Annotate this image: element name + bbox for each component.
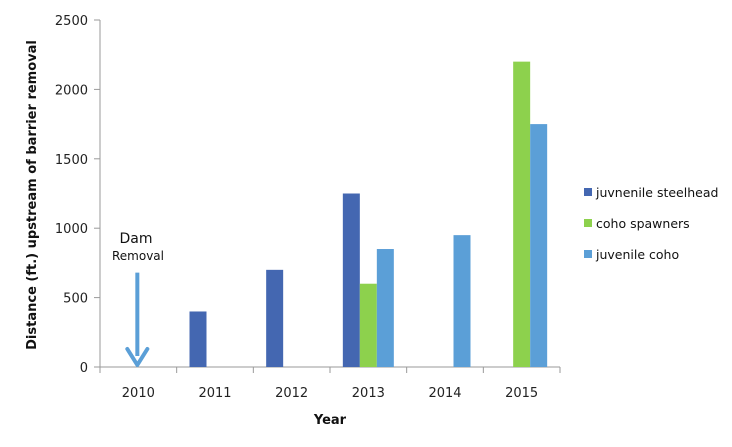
annotation-title: Dam [120,231,153,247]
y-tick-label: 1500 [55,153,88,168]
y-tick-label: 500 [63,292,88,307]
bar-juvenile-coho-2013 [376,249,394,367]
x-tick-label: 2011 [198,386,231,401]
y-tick-label: 2000 [55,83,88,98]
axes [99,20,561,373]
x-axis-ticks: 2010 2011 2012 2013 2014 2015 [122,386,538,401]
bar-juvnenile-steelhead-2012 [266,269,284,367]
bars [189,61,548,367]
x-tick-label: 2014 [428,386,461,401]
legend: juvnenile steelhead coho spawners juvenile… [584,185,718,262]
bar-juvnenile-steelhead-2013 [342,193,360,367]
y-tick-label: 2500 [55,14,88,29]
dam-removal-annotation: Dam Removal [112,231,164,367]
x-tick-label: 2015 [505,386,538,401]
y-axis-title: Distance (ft.) upstream of barrier remov… [25,40,40,350]
legend-swatch [584,250,592,258]
annotation-arrow-head [125,347,150,367]
legend-swatch [584,219,592,227]
bar-coho-spawners-2015 [513,61,531,367]
y-tick-label: 0 [80,361,88,376]
annotation-subtitle: Removal [112,249,164,263]
legend-label: juvenile coho [595,247,679,262]
x-tick-label: 2013 [352,386,385,401]
y-axis-ticks: 0 500 1000 1500 2000 2500 [55,14,100,376]
bar-coho-spawners-2013 [359,283,377,367]
legend-label: coho spawners [596,216,690,231]
legend-label: juvnenile steelhead [595,185,718,200]
bar-juvenile-coho-2014 [453,235,471,367]
x-axis-title: Year [313,413,347,428]
x-tick-label: 2010 [122,386,155,401]
x-tick-label: 2012 [275,386,308,401]
y-tick-label: 1000 [55,222,88,237]
bar-juvenile-coho-2015 [530,124,548,367]
legend-swatch [584,188,592,196]
bar-juvnenile-steelhead-2011 [189,311,207,367]
